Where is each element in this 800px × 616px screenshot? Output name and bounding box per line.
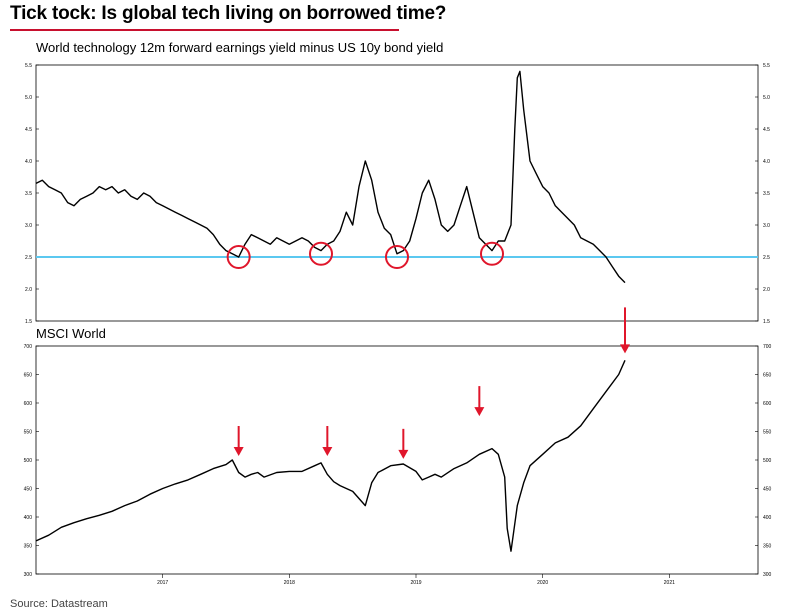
highlight-arrow — [474, 386, 485, 417]
chart-title: World technology 12m forward earnings yi… — [36, 40, 443, 55]
y-tick-label-left: 450 — [24, 487, 33, 493]
y-tick-label-right: 450 — [763, 487, 772, 493]
y-tick-label-left: 5.0 — [25, 95, 32, 101]
plot-frame — [35, 345, 759, 575]
y-tick-label-left: 1.5 — [25, 319, 32, 325]
y-tick-label-right: 3.0 — [763, 223, 770, 229]
y-tick-label-right: 400 — [763, 515, 772, 521]
y-tick-label-right: 4.0 — [763, 159, 770, 165]
earnings-yield-panel: World technology 12m forward earnings yi… — [25, 40, 770, 325]
y-tick-label-left: 4.5 — [25, 127, 32, 133]
y-tick-label-right: 5.5 — [763, 63, 770, 69]
y-tick-label-right: 550 — [763, 430, 772, 436]
y-tick-label-right: 3.5 — [763, 191, 770, 197]
highlight-circle — [480, 241, 504, 266]
shared-x-axis: 2017 2018 2019 2020 2021 — [157, 574, 675, 586]
source-note: Source: Datastream — [10, 598, 108, 610]
y-tick-label-right: 1.5 — [763, 319, 770, 325]
highlight-arrow — [233, 426, 244, 456]
y-tick-label-right: 650 — [763, 373, 772, 379]
highlight-arrow — [620, 307, 630, 354]
series-line — [35, 360, 626, 552]
y-tick-label-right: 350 — [763, 544, 772, 550]
arrow-head — [233, 447, 244, 456]
y-tick-label-left: 400 — [24, 515, 33, 521]
highlight-circle — [226, 245, 251, 269]
y-tick-label-left: 2.0 — [25, 287, 32, 293]
y-tick-label-right: 2.5 — [763, 255, 770, 261]
y-tick-label-left: 500 — [24, 458, 33, 464]
y-tick-label-right: 2.0 — [763, 287, 770, 293]
y-tick-label-left: 3.0 — [25, 223, 32, 229]
highlight-circle — [309, 241, 333, 266]
x-tick-label: 2019 — [410, 580, 421, 586]
y-tick-label-left: 300 — [24, 572, 33, 578]
y-tick-label-right: 500 — [763, 458, 772, 464]
y-tick-label-left: 4.0 — [25, 159, 32, 165]
y-tick-label-left: 650 — [24, 373, 33, 379]
arrow-head — [398, 449, 409, 459]
arrow-head — [620, 344, 630, 354]
series-line — [35, 70, 626, 284]
headline: Tick tock: Is global tech living on borr… — [10, 3, 447, 24]
x-tick-label: 2020 — [537, 580, 548, 586]
y-tick-label-right: 5.0 — [763, 95, 770, 101]
x-tick-label: 2017 — [157, 580, 168, 586]
y-tick-label-left: 350 — [24, 544, 33, 550]
x-tick-label: 2018 — [284, 580, 295, 586]
y-tick-label-right: 300 — [763, 572, 772, 578]
y-tick-label-right: 600 — [763, 401, 772, 407]
y-tick-label-left: 3.5 — [25, 191, 32, 197]
x-tick-label: 2021 — [664, 580, 675, 586]
headline-underline — [10, 29, 399, 31]
y-tick-label-left: 550 — [24, 430, 33, 436]
y-tick-label-left: 700 — [24, 344, 33, 350]
y-tick-label-right: 700 — [763, 344, 772, 350]
chart-title: MSCI World — [36, 326, 106, 341]
y-tick-label-left: 600 — [24, 401, 33, 407]
highlight-arrow — [398, 428, 409, 459]
y-tick-label-left: 5.5 — [25, 63, 32, 69]
highlight-circle — [385, 245, 409, 269]
highlight-arrow — [322, 426, 333, 456]
arrow-head — [322, 447, 333, 456]
y-tick-label-left: 2.5 — [25, 255, 32, 261]
y-tick-label-right: 4.5 — [763, 127, 770, 133]
arrow-head — [474, 407, 485, 417]
